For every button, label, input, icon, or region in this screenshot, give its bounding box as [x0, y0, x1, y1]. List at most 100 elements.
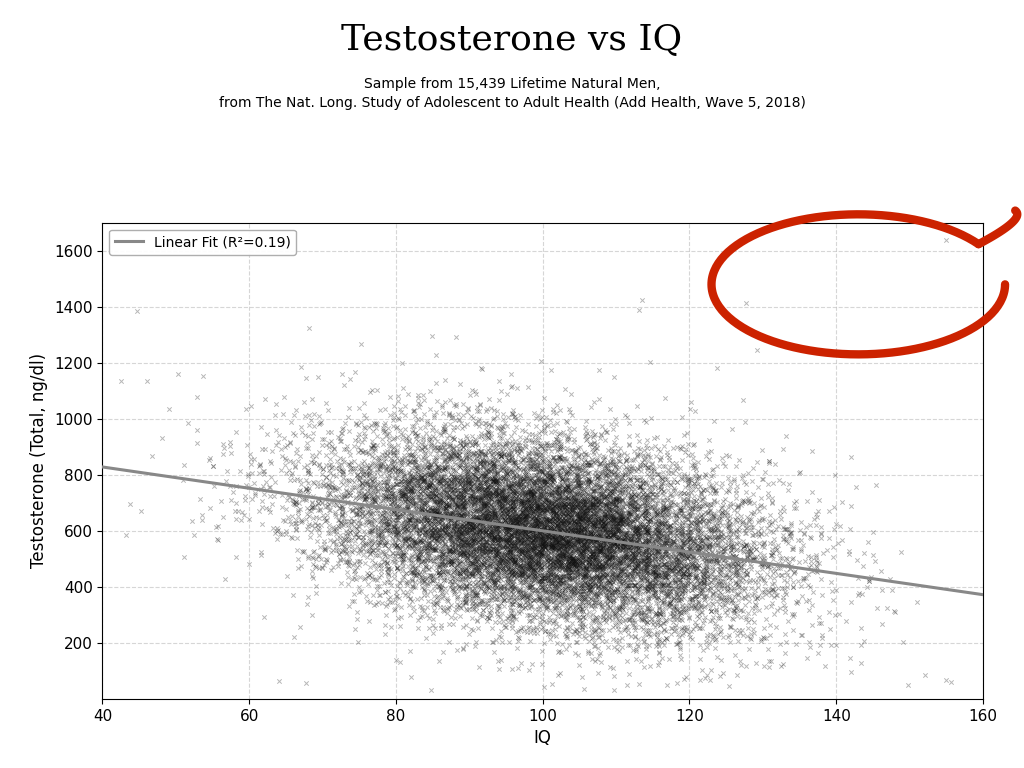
Point	[506, 521, 522, 534]
Point	[456, 478, 472, 491]
Point	[427, 538, 443, 550]
Point	[300, 419, 316, 431]
Point	[592, 544, 608, 556]
Point	[419, 588, 435, 601]
Point	[538, 538, 554, 550]
Point	[482, 544, 499, 556]
Point	[392, 550, 409, 562]
Point	[450, 500, 466, 512]
Point	[283, 518, 299, 530]
Point	[638, 560, 654, 572]
Point	[618, 562, 635, 574]
Point	[535, 474, 551, 486]
Point	[712, 578, 728, 591]
Point	[497, 535, 513, 547]
Point	[663, 575, 679, 588]
Point	[479, 495, 496, 507]
Point	[463, 490, 479, 502]
Point	[674, 440, 690, 452]
Point	[463, 410, 479, 422]
Point	[483, 636, 500, 648]
Point	[508, 542, 524, 554]
Point	[458, 568, 474, 580]
Point	[437, 502, 454, 515]
Point	[447, 533, 464, 545]
Point	[503, 563, 519, 575]
Point	[656, 500, 673, 512]
Point	[699, 498, 716, 511]
Point	[612, 507, 629, 519]
Point	[304, 496, 321, 508]
Point	[628, 559, 644, 571]
Point	[693, 534, 710, 546]
Point	[671, 558, 687, 571]
Point	[498, 558, 514, 571]
Point	[588, 534, 604, 546]
Point	[588, 545, 604, 557]
Point	[739, 511, 756, 523]
Point	[578, 517, 594, 529]
Point	[558, 416, 574, 429]
Point	[371, 571, 387, 583]
Point	[752, 558, 768, 571]
Point	[487, 593, 504, 605]
Point	[511, 470, 527, 482]
Point	[574, 494, 591, 506]
Point	[368, 521, 384, 533]
Point	[598, 582, 614, 594]
Point	[545, 537, 561, 549]
Point	[603, 535, 620, 548]
Point	[854, 588, 870, 600]
Point	[415, 493, 431, 505]
Point	[561, 521, 578, 534]
Point	[698, 641, 715, 653]
Point	[341, 488, 357, 501]
Point	[804, 445, 820, 458]
Point	[728, 564, 744, 577]
Point	[587, 502, 603, 514]
Point	[430, 485, 446, 497]
Point	[474, 482, 490, 495]
Point	[673, 548, 689, 560]
Point	[443, 482, 460, 494]
Point	[520, 541, 537, 553]
Point	[570, 658, 587, 670]
Point	[681, 550, 697, 562]
Point	[537, 536, 553, 548]
Point	[600, 502, 616, 515]
Point	[514, 547, 530, 559]
Point	[546, 500, 562, 512]
Point	[610, 563, 627, 575]
Point	[380, 484, 396, 496]
Point	[404, 560, 421, 572]
Point	[334, 508, 350, 521]
Point	[730, 581, 746, 594]
Point	[608, 530, 625, 542]
Point	[524, 489, 541, 502]
Point	[508, 571, 524, 583]
Point	[561, 529, 578, 541]
Point	[607, 546, 624, 558]
Point	[450, 558, 466, 571]
Point	[624, 510, 640, 522]
Point	[583, 550, 599, 562]
Point	[629, 429, 645, 441]
Point	[544, 487, 560, 499]
Point	[421, 480, 437, 492]
Point	[387, 472, 403, 484]
Point	[461, 568, 477, 580]
Point	[591, 631, 607, 643]
Point	[502, 558, 518, 570]
Point	[368, 598, 384, 610]
Point	[525, 513, 542, 525]
Point	[426, 472, 442, 485]
Point	[529, 501, 546, 513]
Point	[569, 524, 586, 536]
Point	[720, 501, 736, 513]
Point	[423, 458, 439, 470]
Point	[524, 535, 541, 548]
Point	[588, 548, 604, 561]
Point	[603, 585, 620, 598]
Point	[487, 485, 504, 498]
Point	[764, 492, 780, 505]
